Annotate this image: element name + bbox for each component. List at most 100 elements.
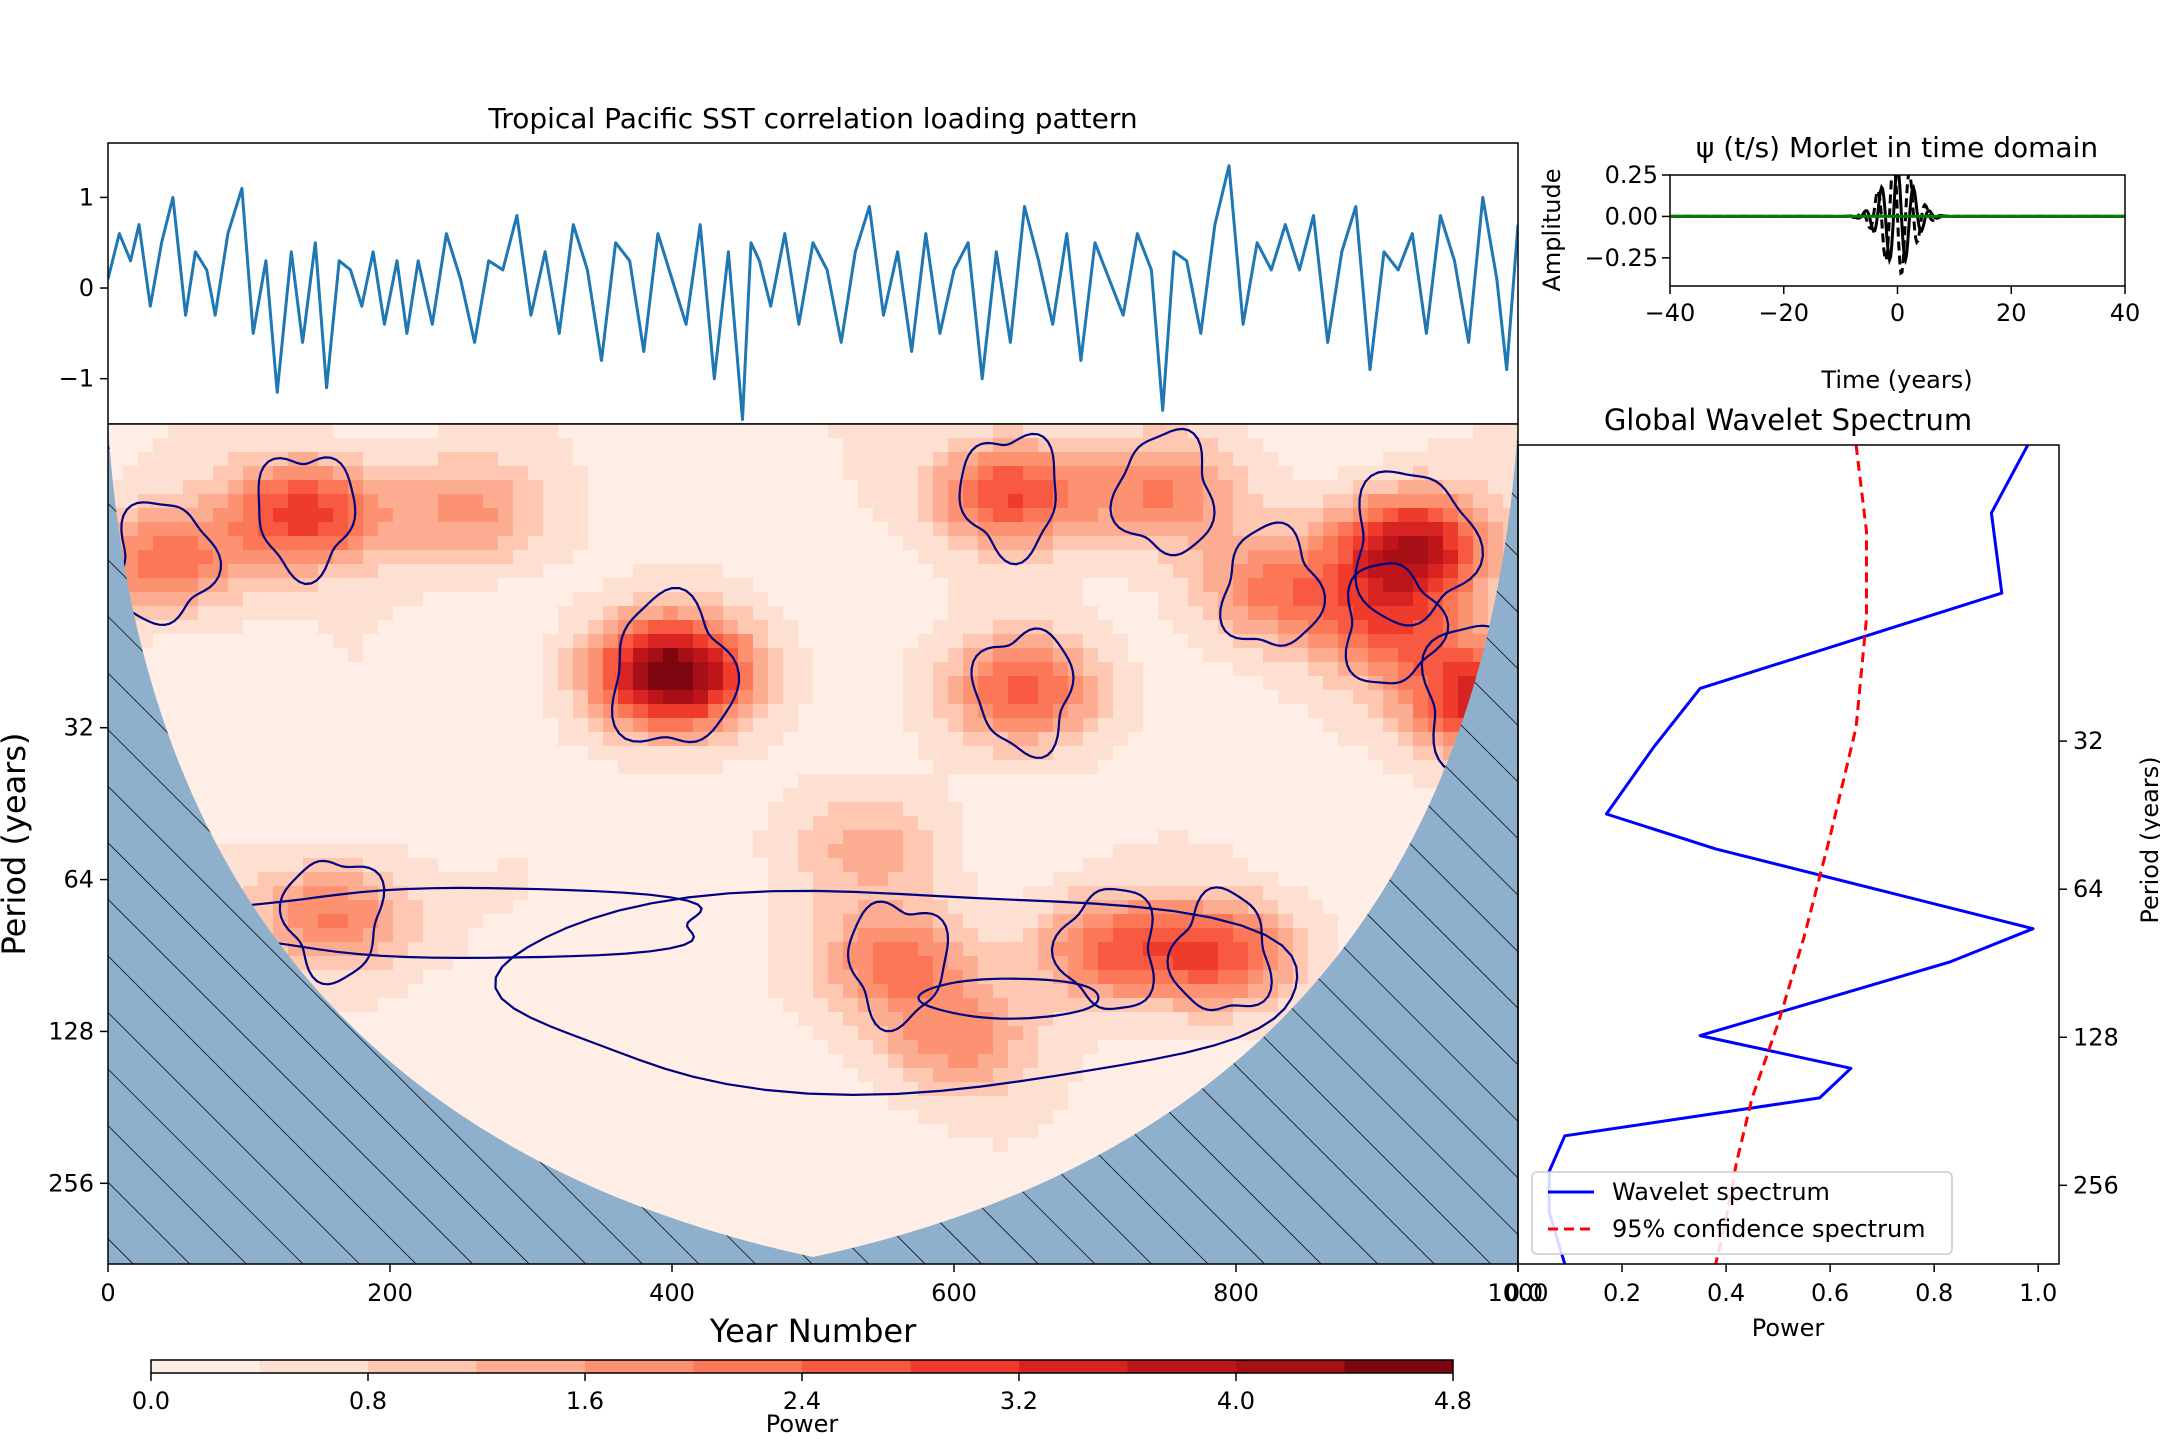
power-cell — [258, 732, 274, 747]
power-cell — [978, 928, 994, 943]
power-cell — [498, 1026, 514, 1041]
power-cell — [1248, 480, 1264, 495]
power-cell — [228, 830, 244, 845]
power-cell — [1128, 844, 1144, 859]
power-cell — [348, 634, 364, 649]
power-cell — [693, 914, 709, 929]
power-cell — [948, 578, 964, 593]
power-cell — [723, 942, 739, 957]
power-cell — [1398, 536, 1414, 551]
power-cell — [318, 970, 334, 985]
power-cell — [693, 578, 709, 593]
power-cell — [408, 900, 424, 915]
power-cell — [483, 536, 499, 551]
power-cell — [648, 494, 664, 509]
power-cell — [738, 830, 754, 845]
power-cell — [1023, 704, 1039, 719]
power-cell — [873, 942, 889, 957]
power-cell — [273, 732, 289, 747]
power-cell — [708, 1012, 724, 1027]
power-cell — [933, 1138, 949, 1153]
power-cell — [468, 424, 484, 439]
power-cell — [528, 816, 544, 831]
power-cell — [1143, 662, 1159, 677]
power-cell — [423, 858, 439, 873]
power-cell — [1113, 690, 1129, 705]
power-cell — [1188, 746, 1204, 761]
power-cell — [1323, 508, 1339, 523]
power-cell — [183, 452, 199, 467]
power-cell — [978, 844, 994, 859]
power-cell — [1233, 676, 1249, 691]
power-cell — [753, 578, 769, 593]
power-cell — [768, 592, 784, 607]
power-cell — [138, 578, 154, 593]
power-cell — [783, 452, 799, 467]
power-cell — [1158, 508, 1174, 523]
power-cell — [1143, 522, 1159, 537]
power-cell — [1173, 620, 1189, 635]
power-cell — [1083, 886, 1099, 901]
power-cell — [408, 872, 424, 887]
power-cell — [1353, 648, 1369, 663]
power-cell — [1098, 1124, 1114, 1139]
power-cell — [768, 1040, 784, 1055]
power-cell — [1293, 592, 1309, 607]
power-cell — [783, 480, 799, 495]
power-cell — [1173, 914, 1189, 929]
power-cell — [723, 634, 739, 649]
power-cell — [378, 956, 394, 971]
power-cell — [633, 1110, 649, 1125]
power-cell — [1203, 1012, 1219, 1027]
power-cell — [858, 466, 874, 481]
power-cell — [768, 634, 784, 649]
power-cell — [513, 802, 529, 817]
power-cell — [1038, 970, 1054, 985]
power-cell — [1428, 466, 1444, 481]
power-cell — [678, 536, 694, 551]
power-cell — [723, 438, 739, 453]
power-cell — [408, 816, 424, 831]
power-cell — [303, 424, 319, 439]
power-cell — [1203, 578, 1219, 593]
power-cell — [138, 620, 154, 635]
power-cell — [768, 1110, 784, 1125]
power-cell — [318, 466, 334, 481]
power-cell — [873, 1068, 889, 1083]
power-cell — [1143, 452, 1159, 467]
power-cell — [303, 536, 319, 551]
power-cell — [333, 900, 349, 915]
power-cell — [933, 1040, 949, 1055]
power-cell — [603, 1110, 619, 1125]
power-cell — [528, 620, 544, 635]
power-cell — [183, 732, 199, 747]
power-cell — [648, 578, 664, 593]
power-cell — [168, 690, 184, 705]
power-cell — [693, 760, 709, 775]
power-cell — [1293, 564, 1309, 579]
power-cell — [783, 1068, 799, 1083]
power-cell — [378, 1040, 394, 1055]
power-cell — [648, 1068, 664, 1083]
power-cell — [933, 900, 949, 915]
power-cell — [843, 1068, 859, 1083]
power-cell — [918, 648, 934, 663]
power-cell — [243, 620, 259, 635]
power-cell — [768, 1068, 784, 1083]
power-cell — [948, 1068, 964, 1083]
power-cell — [423, 900, 439, 915]
power-cell — [1068, 438, 1084, 453]
power-cell — [1338, 452, 1354, 467]
power-cell — [1128, 480, 1144, 495]
power-cell — [378, 816, 394, 831]
power-cell — [1203, 900, 1219, 915]
power-cell — [873, 438, 889, 453]
power-cell — [303, 914, 319, 929]
power-cell — [1428, 732, 1444, 747]
power-cell — [693, 1040, 709, 1055]
power-cell — [708, 788, 724, 803]
power-cell — [333, 648, 349, 663]
power-cell — [1053, 1138, 1069, 1153]
power-cell — [828, 872, 844, 887]
